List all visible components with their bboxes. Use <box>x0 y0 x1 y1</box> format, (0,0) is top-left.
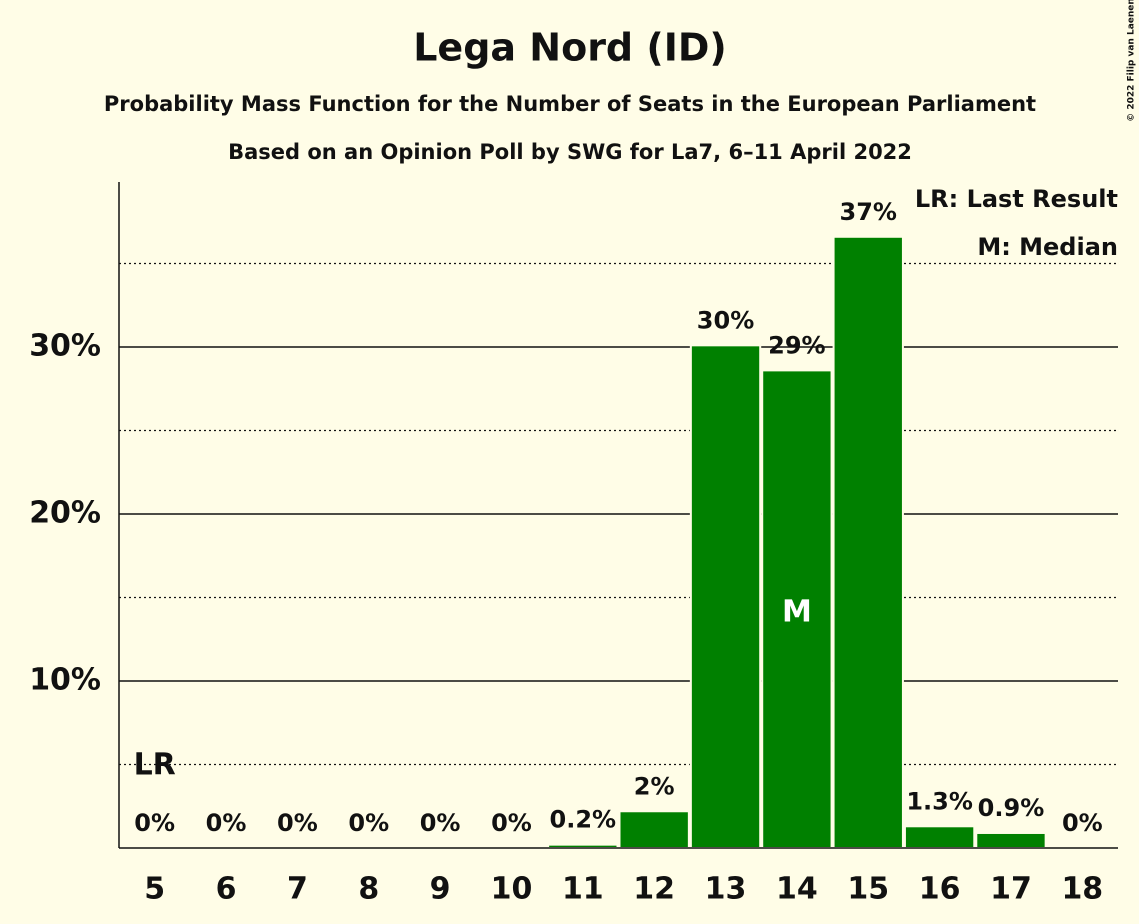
median-marker: M <box>782 595 812 630</box>
value-label: 0% <box>420 809 461 837</box>
last-result-marker: LR <box>134 748 176 783</box>
value-label: 0% <box>491 809 532 837</box>
x-tick-label: 9 <box>430 872 451 907</box>
x-tick-label: 6 <box>216 872 237 907</box>
copyright: © 2022 Filip van Laenen <box>1127 0 1137 122</box>
value-label: 37% <box>840 198 897 226</box>
value-label: 0% <box>134 809 175 837</box>
value-label: 0% <box>348 809 389 837</box>
legend-entry: M: Median <box>977 233 1118 261</box>
x-tick-label: 16 <box>919 872 961 907</box>
bar <box>832 235 904 849</box>
value-label: 0.2% <box>550 806 617 834</box>
x-tick-label: 15 <box>847 872 889 907</box>
value-label: 2% <box>634 772 675 800</box>
x-tick-label: 8 <box>358 872 379 907</box>
x-tick-label: 18 <box>1061 872 1103 907</box>
value-label: 0% <box>1062 809 1103 837</box>
value-label: 0.9% <box>978 794 1045 822</box>
x-tick-label: 12 <box>633 872 675 907</box>
chart-title: Lega Nord (ID) <box>413 26 727 70</box>
value-label: 1.3% <box>906 787 973 815</box>
x-tick-label: 11 <box>562 872 604 907</box>
value-label: 0% <box>206 809 247 837</box>
value-label: 29% <box>768 331 825 359</box>
chart-subtitle: Based on an Opinion Poll by SWG for La7,… <box>228 140 912 164</box>
x-tick-label: 10 <box>491 872 533 907</box>
y-tick-label: 10% <box>29 663 101 698</box>
x-tick-label: 17 <box>990 872 1032 907</box>
y-tick-label: 30% <box>29 329 101 364</box>
bar <box>689 344 762 849</box>
x-tick-label: 7 <box>287 872 308 907</box>
legend-entry: LR: Last Result <box>915 185 1118 213</box>
bar <box>903 825 976 849</box>
bar <box>618 810 690 850</box>
x-tick-label: 5 <box>144 872 165 907</box>
value-label: 30% <box>697 306 754 334</box>
value-label: 0% <box>277 809 318 837</box>
y-tick-label: 20% <box>29 496 101 531</box>
x-tick-label: 13 <box>705 872 747 907</box>
bar <box>975 831 1047 849</box>
x-tick-label: 14 <box>776 872 818 907</box>
chart-subtitle: Probability Mass Function for the Number… <box>104 92 1036 116</box>
